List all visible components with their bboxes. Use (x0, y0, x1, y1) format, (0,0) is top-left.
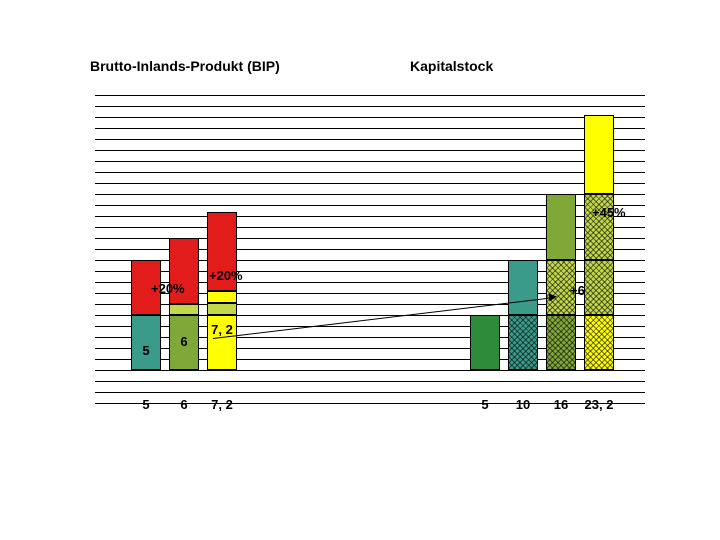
bar-segment (169, 304, 199, 315)
chart-area: 5566+20%7, 27, 2+20%51016+60%23, 2+45% (95, 95, 645, 420)
gridline (95, 392, 645, 393)
title-right: Kapitalstock (410, 58, 493, 74)
gridline (95, 161, 645, 162)
axis-label: 23, 2 (579, 397, 619, 412)
bar-value-label: 6 (180, 334, 187, 349)
gridline (95, 95, 645, 96)
bar-segment (584, 115, 614, 194)
axis-label: 7, 2 (202, 397, 242, 412)
gridline (95, 106, 645, 107)
bar-segment (584, 315, 614, 370)
bar-segment (584, 260, 614, 315)
bar-value-label: 5 (142, 343, 149, 358)
title-left: Brutto-Inlands-Produkt (BIP) (90, 58, 280, 74)
bar-segment (207, 303, 237, 315)
bar-segment (207, 291, 237, 303)
axis-label: 10 (503, 397, 543, 412)
gridline (95, 139, 645, 140)
gridline (95, 117, 645, 118)
pct-label: +20% (209, 268, 243, 283)
axis-label: 16 (541, 397, 581, 412)
gridline (95, 183, 645, 184)
bar-segment (508, 260, 538, 315)
axis-label: 6 (164, 397, 204, 412)
trend-arrow-head (549, 293, 558, 302)
bar-value-label: 7, 2 (211, 322, 233, 337)
pct-label: +45% (592, 205, 626, 220)
bar-segment (546, 194, 576, 260)
gridline (95, 128, 645, 129)
bar-segment (470, 315, 500, 370)
axis-label: 5 (465, 397, 505, 412)
gridline (95, 370, 645, 371)
gridline (95, 172, 645, 173)
pct-label: +20% (151, 281, 185, 296)
bar-segment (508, 315, 538, 370)
bar-segment (546, 315, 576, 370)
bar-segment (584, 194, 614, 260)
axis-label: 5 (126, 397, 166, 412)
gridline (95, 150, 645, 151)
gridline (95, 381, 645, 382)
